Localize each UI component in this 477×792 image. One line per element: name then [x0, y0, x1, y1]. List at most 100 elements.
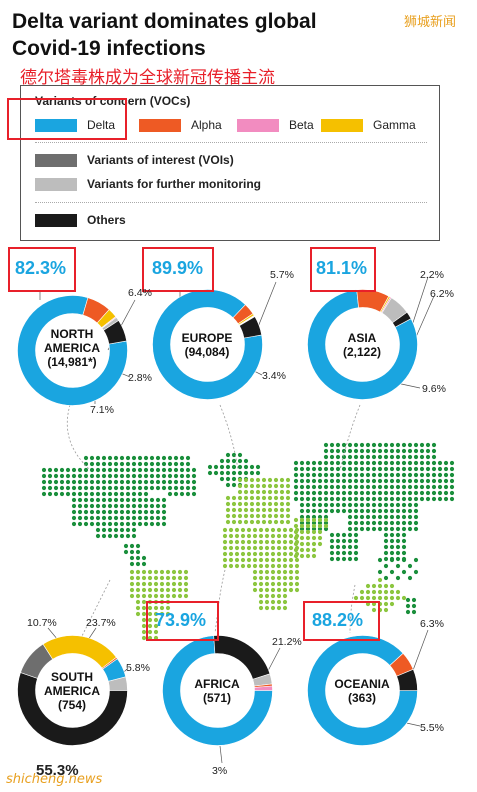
map-dot: [149, 467, 155, 473]
map-dot: [243, 458, 249, 464]
map-dot: [389, 478, 395, 484]
map-dot: [131, 527, 137, 533]
map-dot: [95, 461, 101, 467]
map-dot: [293, 460, 299, 466]
map-dot: [59, 467, 65, 473]
map-dot: [347, 472, 353, 478]
map-dot: [270, 551, 276, 557]
map-dot: [119, 485, 125, 491]
map-dot: [225, 482, 231, 488]
map-dot: [407, 563, 413, 569]
donut-slice-europe-delta: [152, 289, 263, 400]
map-dot: [131, 509, 137, 515]
map-dot: [258, 545, 264, 551]
region-name: SOUTH: [51, 670, 93, 684]
map-dot: [377, 472, 383, 478]
map-dot: [249, 513, 255, 519]
donut-slice-north-america-others: [103, 320, 128, 345]
map-dot: [131, 533, 137, 539]
map-dot: [285, 477, 291, 483]
map-dot: [449, 484, 455, 490]
map-dot: [125, 533, 131, 539]
map-dot: [305, 514, 311, 520]
map-dot: [53, 479, 59, 485]
map-dot: [341, 544, 347, 550]
legend-swatch-voi: [35, 153, 77, 167]
map-dot: [252, 575, 258, 581]
map-dot: [155, 467, 161, 473]
map-dot: [305, 535, 311, 541]
map-dot: [243, 495, 249, 501]
map-dot: [389, 442, 395, 448]
map-dot: [407, 460, 413, 466]
map-dot: [246, 545, 252, 551]
map-dot: [282, 587, 288, 593]
map-dot: [228, 563, 234, 569]
map-dot: [282, 581, 288, 587]
map-dot: [383, 442, 389, 448]
map-dot: [143, 521, 149, 527]
map-dot: [359, 595, 365, 601]
legend-label-delta: Delta: [87, 118, 116, 132]
map-dot: [335, 544, 341, 550]
map-dot: [371, 472, 377, 478]
map-dot: [443, 472, 449, 478]
map-dot: [228, 545, 234, 551]
map-dot: [431, 466, 437, 472]
map-dot: [177, 587, 183, 593]
map-dot: [53, 485, 59, 491]
map-dot: [311, 526, 317, 532]
map-dot: [155, 461, 161, 467]
map-dot: [101, 485, 107, 491]
map-dot: [411, 597, 417, 603]
map-dot: [323, 472, 329, 478]
map-dot: [341, 484, 347, 490]
region-label-oceania: OCEANIA (363): [312, 677, 412, 705]
map-dot: [365, 508, 371, 514]
map-dot: [413, 448, 419, 454]
map-dot: [282, 539, 288, 545]
map-dot: [383, 502, 389, 508]
map-dot: [231, 470, 237, 476]
map-dot: [425, 454, 431, 460]
map-dot: [419, 484, 425, 490]
map-dot: [131, 455, 137, 461]
map-dot: [240, 551, 246, 557]
map-dot: [383, 514, 389, 520]
map-dot: [288, 551, 294, 557]
map-dot: [288, 557, 294, 563]
map-dot: [413, 520, 419, 526]
legend-swatch-gamma: [321, 118, 363, 132]
map-dot: [267, 495, 273, 501]
map-dot: [141, 611, 147, 617]
map-dot: [365, 490, 371, 496]
map-dot: [225, 519, 231, 525]
legend-item-others: Others: [35, 213, 126, 227]
map-dot: [179, 461, 185, 467]
slice-label-sa-delta: 5.8%: [126, 662, 150, 674]
map-dot: [89, 515, 95, 521]
map-dot: [323, 490, 329, 496]
map-dot: [449, 496, 455, 502]
map-dot: [293, 496, 299, 502]
map-dot: [113, 455, 119, 461]
map-dot: [299, 460, 305, 466]
map-dot: [161, 473, 167, 479]
map-dot: [377, 448, 383, 454]
map-dot: [113, 521, 119, 527]
map-dot: [59, 473, 65, 479]
highlight-box-delta-legend: [7, 98, 127, 140]
map-dot: [65, 479, 71, 485]
map-dot: [371, 508, 377, 514]
map-dot: [234, 563, 240, 569]
connector-curve-0: [66, 404, 91, 471]
map-dot: [155, 479, 161, 485]
map-dot: [228, 557, 234, 563]
map-dot: [101, 461, 107, 467]
map-dot: [125, 461, 131, 467]
map-dot: [371, 442, 377, 448]
map-dot: [243, 507, 249, 513]
map-dot: [225, 507, 231, 513]
map-dot: [401, 532, 407, 538]
map-dot: [282, 563, 288, 569]
